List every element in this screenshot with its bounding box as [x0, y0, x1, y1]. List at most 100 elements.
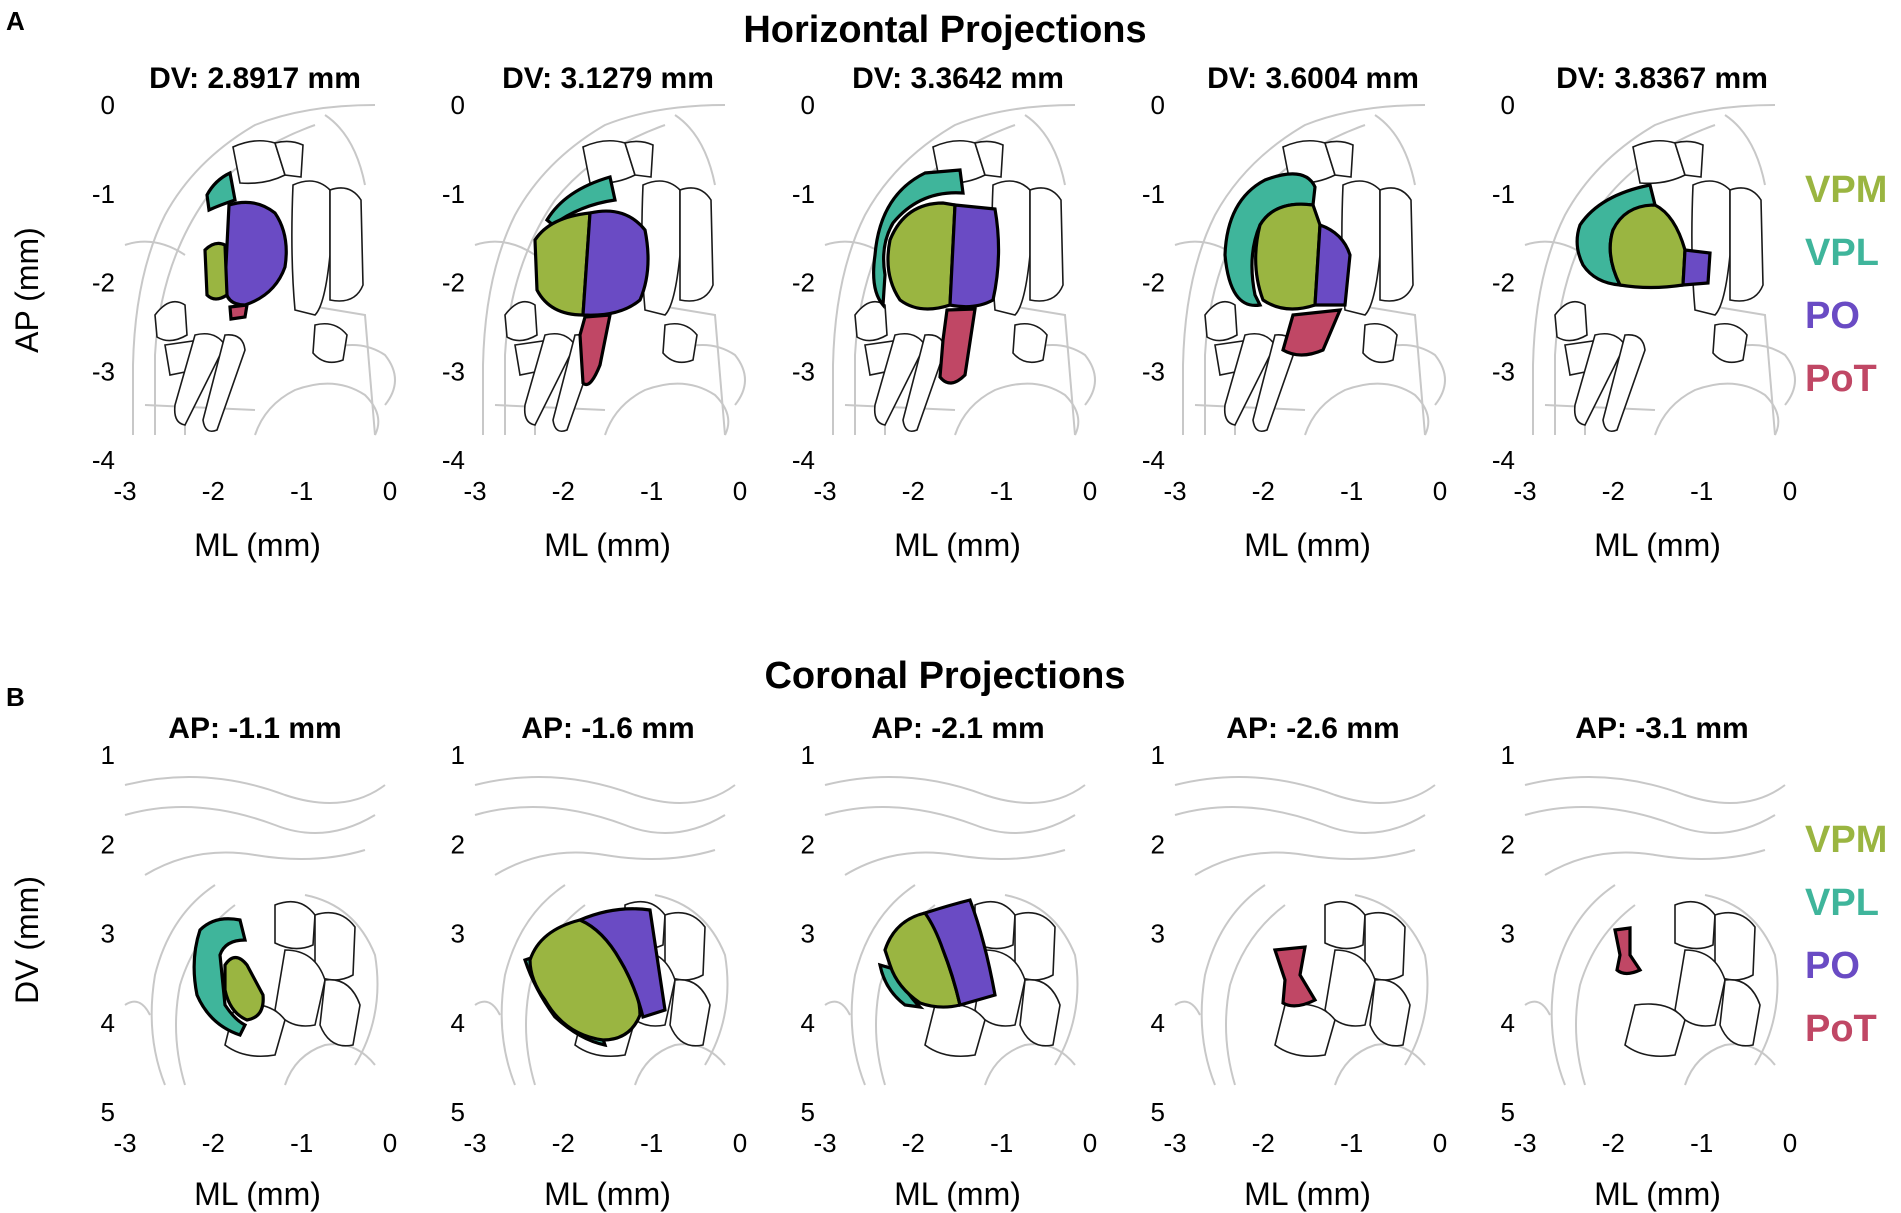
legend-layer: VPM VPL PO PoT VPM VPL PO PoT	[1805, 169, 1887, 1050]
coronal-panel-3: AP: -2.1 mm	[824, 712, 1086, 1086]
region-pot	[1281, 308, 1343, 357]
panel-letter-a: A	[6, 6, 25, 36]
x-tick-label: -2	[202, 1128, 225, 1158]
region-pot	[578, 313, 612, 387]
x-tick-label: -2	[552, 476, 575, 506]
y-tick-label: 1	[1151, 740, 1165, 770]
panel-title: DV: 3.1279 mm	[502, 62, 714, 95]
y-tick-label: 2	[451, 829, 465, 859]
panel-title: AP: -2.1 mm	[871, 712, 1044, 745]
region-pot	[1613, 926, 1643, 976]
legend-pot: PoT	[1805, 358, 1877, 400]
y-tick-label: 0	[101, 90, 115, 120]
coronal-axes-4: 1 2 3 4 5-3 -2 -1 0 ML (mm)	[1151, 740, 1448, 1212]
region-vpl	[872, 168, 965, 309]
x-tick-label: -1	[1690, 476, 1713, 506]
horizontal-axes-3: 0-1-2-3-4-3 -2 -1 0ML (mm)	[792, 90, 1097, 563]
horizontal-panel-3: DV: 3.3642 mm	[824, 62, 1096, 436]
x-axis-label: ML (mm)	[544, 527, 671, 563]
y-tick-label: 3	[101, 919, 115, 949]
region-vpl	[205, 170, 237, 213]
panel-title: DV: 3.3642 mm	[852, 62, 1064, 95]
y-tick-label: 4	[1501, 1008, 1515, 1038]
y-tick-label: -3	[1492, 356, 1515, 386]
x-axis-label: ML (mm)	[1244, 527, 1371, 563]
panel-title: DV: 3.8367 mm	[1556, 62, 1768, 95]
coronal-section-title: Coronal Projections	[764, 655, 1125, 697]
region-po	[948, 203, 1001, 309]
x-tick-label: 0	[733, 1128, 747, 1158]
x-tick-label: -1	[1690, 1128, 1713, 1158]
x-tick-label: -3	[1513, 476, 1536, 506]
y-tick-label: -1	[442, 179, 465, 209]
y-tick-label: -4	[792, 445, 815, 475]
x-tick-label: -3	[463, 1128, 486, 1158]
coronal-y-axis-label: DV (mm)	[9, 876, 45, 1004]
x-tick-label: -2	[902, 476, 925, 506]
panel-title: DV: 2.8917 mm	[149, 62, 361, 95]
x-tick-label: -2	[902, 1128, 925, 1158]
coronal-axes-5: 1 2 3 4 5-3 -2 -1 0 ML (mm)	[1501, 740, 1798, 1212]
y-tick-label: 0	[801, 90, 815, 120]
x-tick-label: -2	[552, 1128, 575, 1158]
region-pot	[938, 307, 977, 385]
x-tick-label: -2	[1602, 476, 1625, 506]
x-axis-label: ML (mm)	[194, 1176, 321, 1212]
coronal-panel-1: AP: -1.1 mm	[124, 712, 386, 1086]
y-tick-label: -2	[1492, 268, 1515, 298]
region-vpm	[886, 201, 957, 311]
region-vpm	[203, 241, 229, 301]
y-tick-label: 2	[1501, 829, 1515, 859]
y-tick-label: 5	[1501, 1097, 1515, 1127]
x-tick-label: 0	[1433, 476, 1447, 506]
panel-title: AP: -1.1 mm	[168, 712, 341, 745]
x-tick-label: -1	[640, 1128, 663, 1158]
region-po	[581, 209, 650, 317]
y-tick-label: -4	[442, 445, 465, 475]
x-tick-label: 0	[1783, 1128, 1797, 1158]
x-tick-label: -3	[1163, 1128, 1186, 1158]
x-tick-label: -2	[1252, 1128, 1275, 1158]
y-tick-label: 3	[1501, 919, 1515, 949]
region-vpm	[533, 211, 592, 317]
x-tick-label: 0	[1083, 1128, 1097, 1158]
x-tick-label: -1	[1340, 476, 1363, 506]
y-tick-label: 2	[101, 829, 115, 859]
legend-vpl: VPL	[1805, 882, 1879, 924]
x-tick-label: 0	[383, 1128, 397, 1158]
coronal-axes-2: 1 2 3 4 5-3 -2 -1 0 ML (mm)	[451, 740, 748, 1212]
x-tick-label: -2	[202, 476, 225, 506]
region-vpm	[223, 955, 265, 1022]
region-po	[1681, 248, 1712, 287]
x-axis-label: ML (mm)	[544, 1176, 671, 1212]
y-tick-label: -3	[792, 356, 815, 386]
y-tick-label: -1	[92, 179, 115, 209]
y-tick-label: 1	[451, 740, 465, 770]
y-tick-label: 1	[1501, 740, 1515, 770]
y-tick-label: -1	[1492, 179, 1515, 209]
x-tick-label: -3	[1513, 1128, 1536, 1158]
panel-title: AP: -3.1 mm	[1575, 712, 1748, 745]
region-po	[922, 898, 997, 1008]
y-tick-label: 2	[1151, 829, 1165, 859]
horizontal-panel-5: DV: 3.8367 mm	[1524, 62, 1796, 436]
horizontal-panel-1: DV: 2.8917 mm	[124, 62, 396, 436]
legend-horizontal: VPM VPL PO PoT	[1805, 169, 1887, 400]
region-po	[223, 200, 288, 307]
y-tick-label: 5	[801, 1097, 815, 1127]
horizontal-panel-2: DV: 3.1279 mm	[474, 62, 746, 436]
panel-title: DV: 3.6004 mm	[1207, 62, 1419, 95]
x-tick-label: -3	[813, 1128, 836, 1158]
x-tick-label: -2	[1602, 1128, 1625, 1158]
x-tick-label: -2	[1252, 476, 1275, 506]
y-tick-label: -1	[1142, 179, 1165, 209]
panel-title: AP: -1.6 mm	[521, 712, 694, 745]
horizontal-axes-5: 0-1-2-3-4-3 -2 -1 0ML (mm)	[1492, 90, 1797, 563]
y-tick-label: 0	[1151, 90, 1165, 120]
x-tick-label: -3	[113, 476, 136, 506]
y-tick-label: -1	[792, 179, 815, 209]
coronal-axes-3: 1 2 3 4 5-3 -2 -1 0 ML (mm)	[801, 740, 1098, 1212]
axes-layer: 0 -1 -2 -3 -4 -3 -2 -1 0 ML (mm) 0 -1 -2 -3 -4 -3 -2 -1 0 M…	[92, 90, 1797, 1212]
panel-letter-b: B	[6, 682, 25, 712]
